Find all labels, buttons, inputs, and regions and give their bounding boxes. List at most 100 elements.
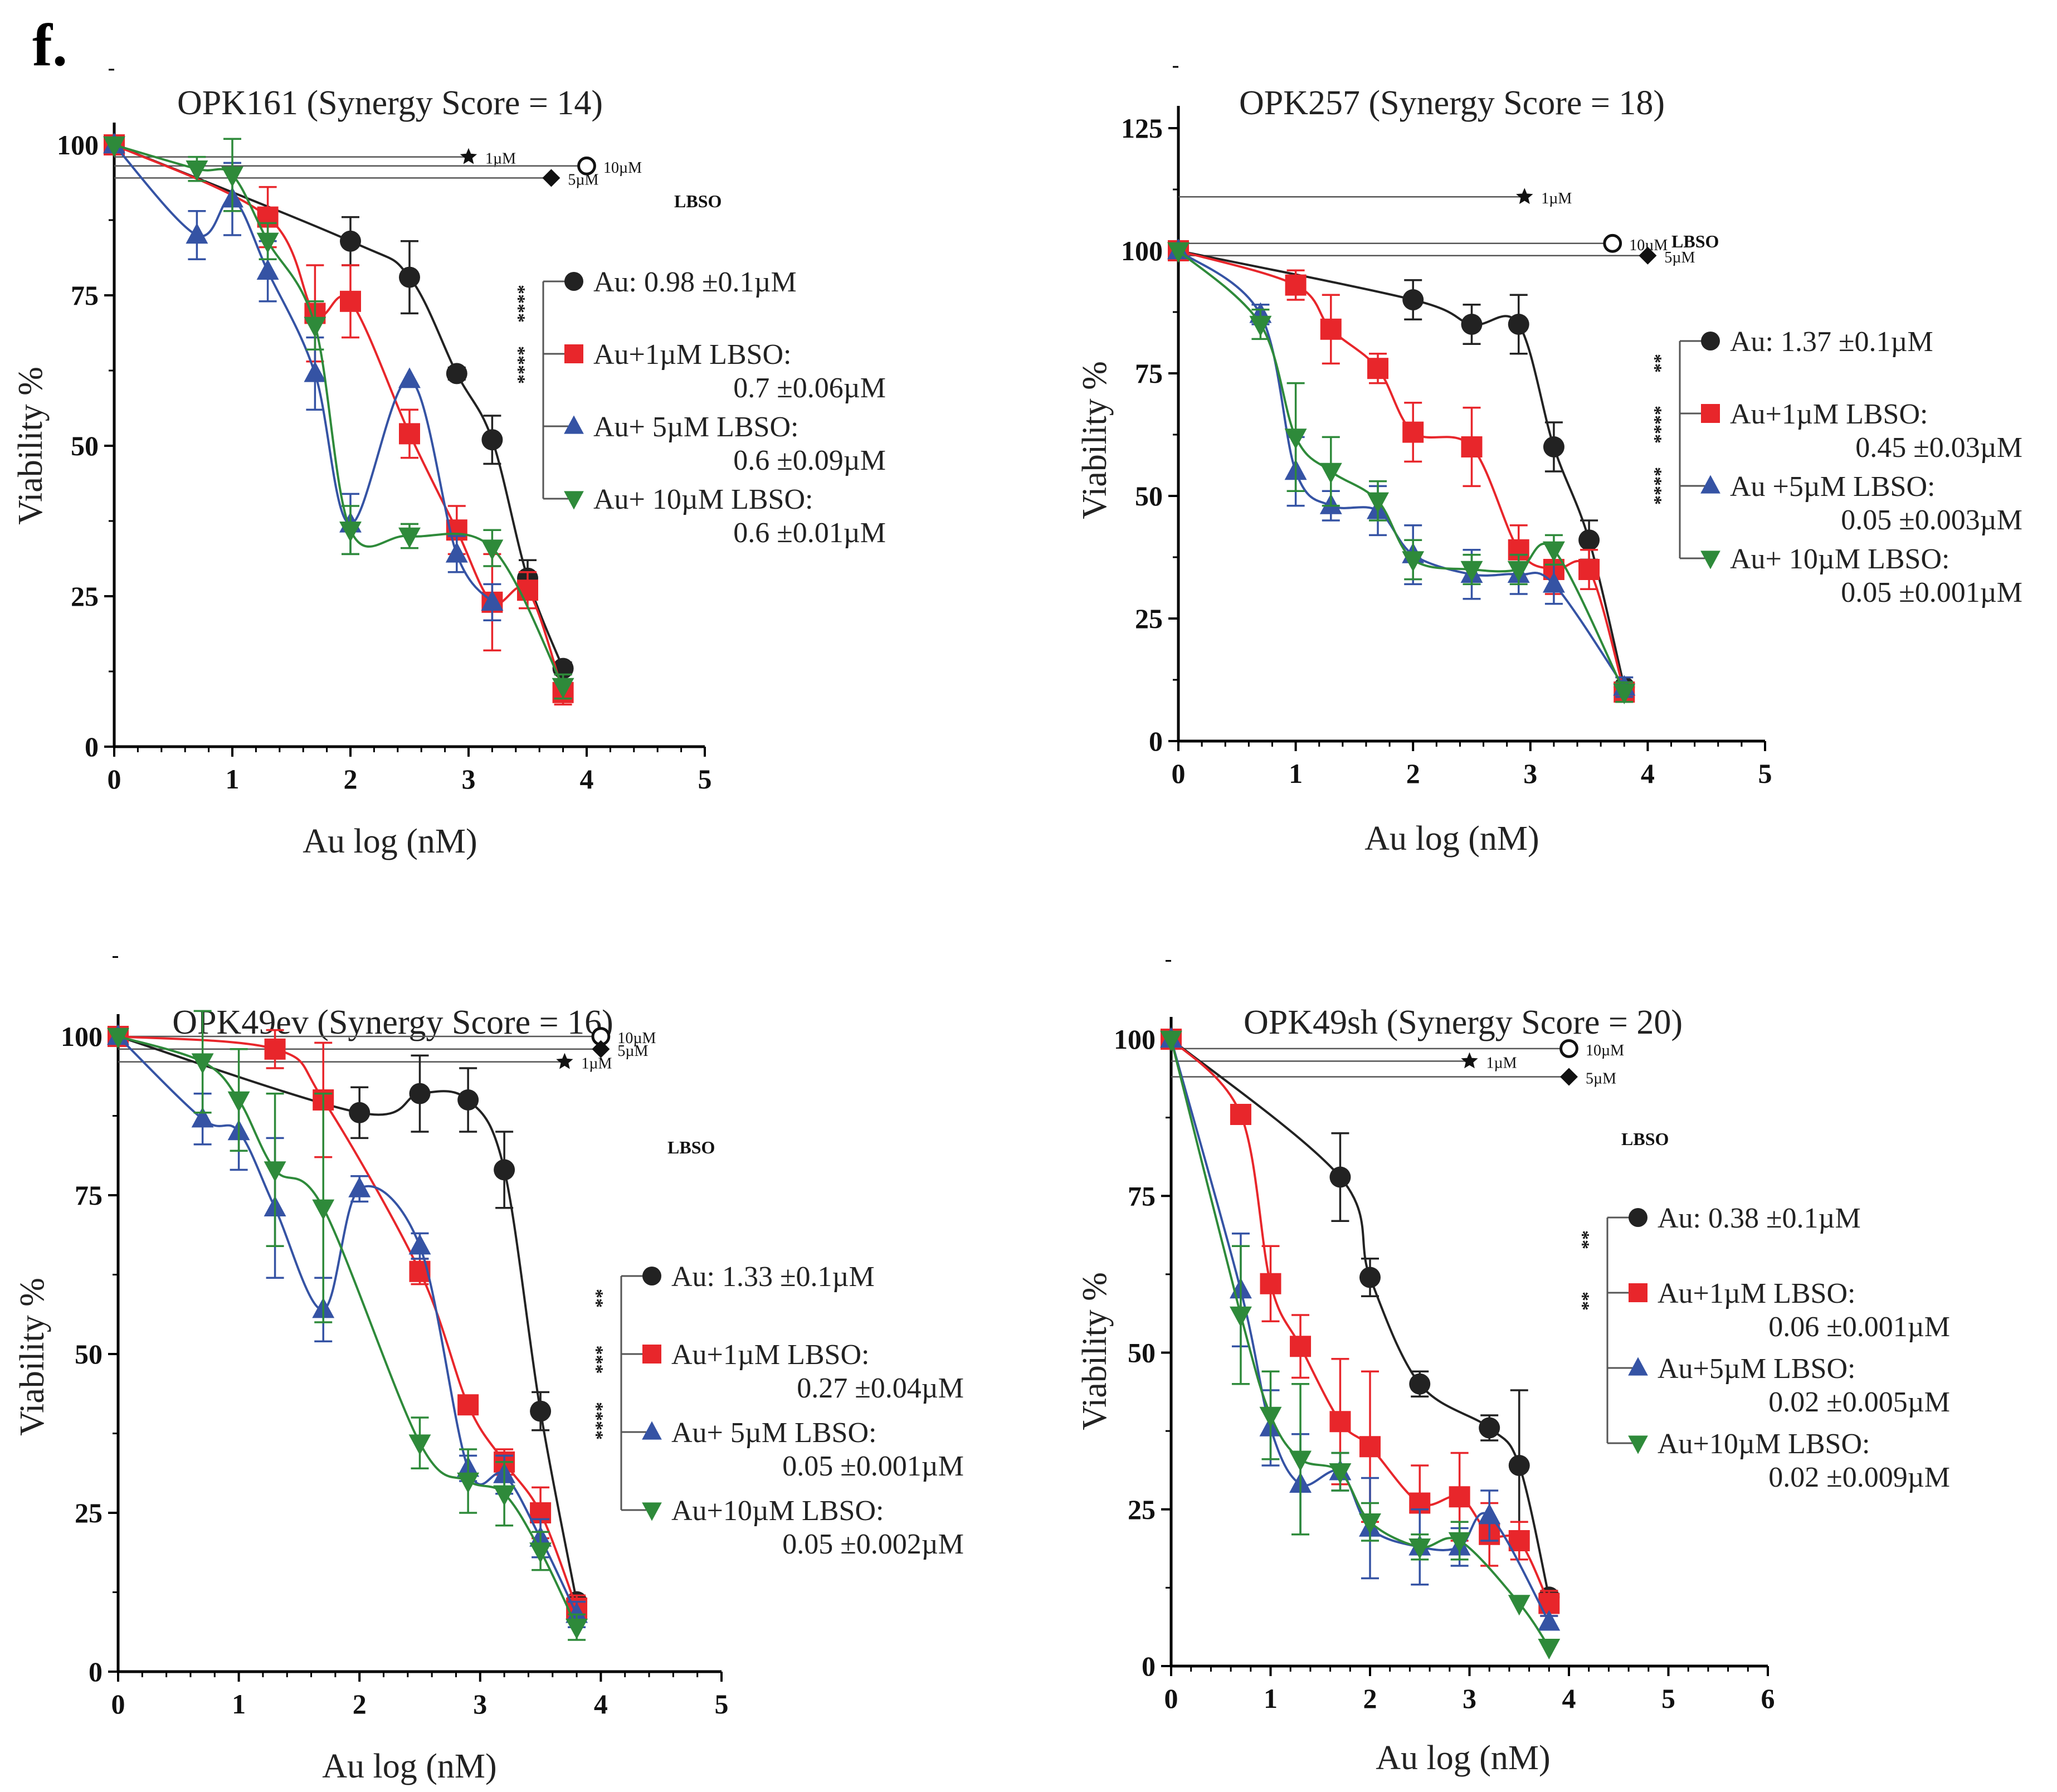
series-2 bbox=[103, 133, 504, 621]
data-point bbox=[1167, 242, 1190, 263]
legend-marker bbox=[564, 491, 584, 510]
legend-value: 0.05 ±0.001µM bbox=[1841, 577, 2022, 608]
series-0 bbox=[1161, 1029, 1560, 1608]
x-axis-label: Au log (nM) bbox=[303, 822, 477, 860]
data-point bbox=[530, 1400, 552, 1422]
data-point bbox=[408, 1234, 431, 1255]
chart-title: OPK161 (Synergy Score = 14) bbox=[177, 84, 603, 122]
y-axis-label: Viability % bbox=[12, 367, 50, 525]
legend-marker bbox=[1628, 1357, 1648, 1376]
data-point bbox=[103, 136, 125, 157]
series-3 bbox=[1160, 1030, 1561, 1660]
x-tick-label: 5 bbox=[1758, 758, 1772, 789]
data-point bbox=[186, 160, 208, 182]
legend-value: 0.45 ±0.03µM bbox=[1855, 432, 2022, 464]
lbso-reference-label: 5µM bbox=[617, 1043, 648, 1060]
x-tick-label: 1 bbox=[232, 1688, 246, 1720]
data-point bbox=[256, 259, 279, 280]
lbso-reference-marker bbox=[460, 148, 477, 164]
chart-title: OPK49ev (Synergy Score = 16) bbox=[172, 1004, 613, 1041]
lbso-reference-label: 5µM bbox=[1586, 1070, 1616, 1088]
y-tick-label: 100 bbox=[1121, 235, 1163, 266]
data-point bbox=[398, 527, 421, 548]
data-point bbox=[409, 1083, 431, 1104]
legend-label: Au+10µM LBSO: bbox=[671, 1495, 884, 1527]
lbso-label: LBSO bbox=[1621, 1129, 1669, 1149]
data-point bbox=[264, 1038, 286, 1060]
data-point bbox=[529, 1542, 552, 1564]
series-1 bbox=[104, 134, 574, 706]
legend-label: Au+1µM LBSO: bbox=[1730, 398, 1928, 430]
data-point bbox=[349, 1102, 371, 1123]
data-point bbox=[1290, 1336, 1312, 1357]
data-point bbox=[1542, 541, 1565, 562]
data-point bbox=[1538, 1639, 1561, 1660]
series-1 bbox=[108, 1026, 588, 1622]
data-point bbox=[1319, 462, 1342, 484]
data-point bbox=[186, 223, 208, 244]
legend-label: Au+10µM LBSO: bbox=[1658, 1428, 1870, 1460]
data-point bbox=[1260, 1273, 1281, 1294]
lbso-label: LBSO bbox=[667, 1137, 715, 1157]
data-point bbox=[191, 1107, 214, 1128]
legend-value: 0.6 ±0.01µM bbox=[733, 517, 886, 549]
legend-marker bbox=[564, 272, 583, 291]
data-point bbox=[227, 1091, 250, 1112]
x-tick-label: 3 bbox=[462, 763, 476, 795]
data-point bbox=[408, 1434, 431, 1455]
data-point bbox=[340, 230, 361, 252]
data-point bbox=[552, 678, 574, 699]
data-point bbox=[445, 542, 468, 563]
data-point bbox=[457, 1472, 480, 1493]
legend-label: Au: 1.37 ±0.1µM bbox=[1730, 326, 1933, 358]
data-point bbox=[1543, 436, 1564, 457]
x-tick-label: 4 bbox=[1641, 758, 1655, 789]
fit-curve bbox=[117, 1035, 578, 1615]
legend-marker bbox=[564, 344, 583, 363]
x-tick-label: 4 bbox=[580, 763, 594, 795]
data-point bbox=[481, 590, 504, 611]
significance-stars: *** bbox=[592, 1346, 612, 1374]
lbso-label: LBSO bbox=[674, 191, 722, 211]
x-tick-label: 2 bbox=[1406, 758, 1420, 789]
data-point bbox=[339, 522, 362, 543]
data-point bbox=[1402, 421, 1424, 443]
x-tick-label: 4 bbox=[594, 1688, 608, 1720]
legend-label: Au: 0.98 ±0.1µM bbox=[593, 266, 797, 298]
legend-marker bbox=[642, 1421, 662, 1440]
y-axis-label: Viability % bbox=[1076, 1272, 1114, 1430]
y-tick-label: 50 bbox=[1128, 1337, 1156, 1369]
data-point bbox=[221, 166, 243, 187]
legend-marker bbox=[1628, 1435, 1648, 1454]
data-point bbox=[1329, 1463, 1352, 1484]
lbso-reference-label: 10µM bbox=[603, 159, 642, 177]
x-tick-label: 6 bbox=[1761, 1683, 1775, 1714]
lbso-reference-marker bbox=[1559, 1039, 1578, 1058]
chart-title: OPK49sh (Synergy Score = 20) bbox=[1244, 1004, 1683, 1041]
fit-curve bbox=[118, 1035, 578, 1628]
x-tick-label: 3 bbox=[473, 1688, 487, 1720]
data-point bbox=[1508, 1455, 1530, 1476]
data-point bbox=[1461, 436, 1483, 457]
legend-marker bbox=[1700, 475, 1720, 494]
legend-value: 0.6 ±0.09µM bbox=[733, 445, 886, 476]
series-0 bbox=[108, 1026, 588, 1613]
legend-marker bbox=[1701, 404, 1720, 423]
y-axis-label: Viability % bbox=[13, 1278, 51, 1436]
series-3 bbox=[107, 1010, 588, 1641]
x-tick-label: 5 bbox=[715, 1688, 729, 1720]
data-point bbox=[264, 1161, 286, 1182]
data-point bbox=[1359, 1267, 1381, 1288]
lbso-reference-label: 1µM bbox=[581, 1055, 612, 1073]
series-2 bbox=[1167, 238, 1636, 698]
legend-value: 0.06 ±0.001µM bbox=[1768, 1311, 1950, 1343]
data-point bbox=[340, 290, 361, 312]
data-point bbox=[1367, 492, 1389, 513]
data-point bbox=[1320, 318, 1342, 340]
lbso-label: LBSO bbox=[1671, 231, 1719, 251]
x-tick-label: 5 bbox=[698, 763, 712, 795]
significance-stars: **** bbox=[1650, 467, 1671, 505]
legend-marker bbox=[564, 415, 584, 434]
legend-label: Au+ 5µM LBSO: bbox=[671, 1417, 876, 1449]
fit-curve bbox=[1178, 250, 1626, 688]
